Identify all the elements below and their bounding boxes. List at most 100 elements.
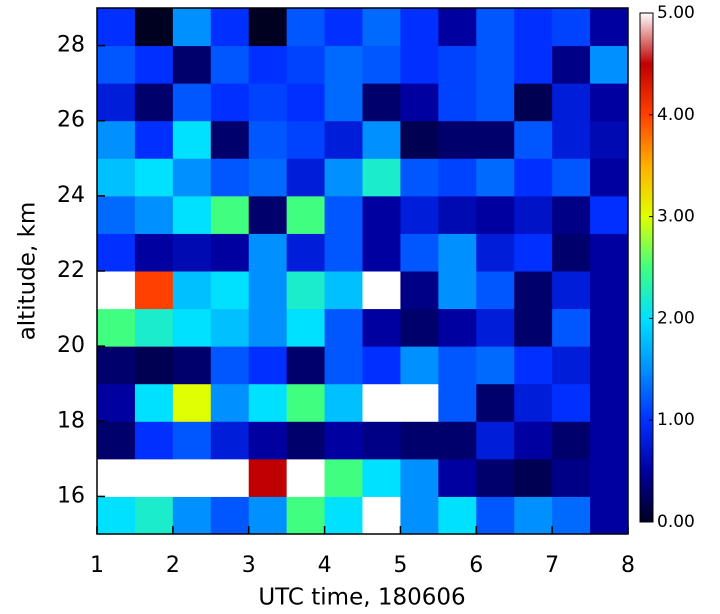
heatmap-cell	[97, 458, 136, 497]
heatmap-cell	[172, 271, 212, 310]
colorbar-tick-label: 1.00	[657, 410, 695, 430]
heatmap-cell	[476, 120, 515, 159]
heatmap-cell	[97, 346, 136, 385]
x-tick-label: 7	[545, 553, 559, 578]
heatmap-cell	[210, 346, 250, 385]
heatmap-cell	[324, 458, 363, 497]
heatmap-cell	[286, 383, 326, 422]
heatmap-cell	[362, 8, 401, 47]
heatmap-cell	[210, 8, 250, 47]
y-tick-label: 20	[57, 333, 85, 358]
heatmap-cell	[552, 195, 591, 234]
heatmap-cell	[210, 308, 250, 347]
heatmap-cell	[172, 195, 212, 234]
heatmap-cell	[514, 383, 553, 422]
heatmap-cell	[438, 421, 477, 460]
heatmap-cell	[552, 233, 591, 272]
heatmap-cell	[400, 158, 439, 197]
heatmap-cell	[476, 158, 515, 197]
x-tick-label: 1	[90, 553, 104, 578]
heatmap-cell	[362, 458, 401, 497]
heatmap-cell	[400, 83, 439, 122]
heatmap-cell	[248, 271, 288, 310]
heatmap-cell	[552, 383, 591, 422]
heatmap-cell	[476, 83, 515, 122]
x-tick-label: 3	[242, 553, 256, 578]
y-tick-label: 24	[57, 183, 85, 208]
colorbar-tick-label: 4.00	[657, 105, 695, 125]
heatmap-cell	[286, 195, 326, 234]
heatmap-cell	[134, 346, 174, 385]
heatmap-cell	[248, 346, 288, 385]
heatmap-cell	[172, 83, 212, 122]
heatmap-cell	[286, 458, 326, 497]
heatmap-cell	[134, 496, 174, 535]
heatmap-cell	[438, 195, 477, 234]
heatmap-cell	[514, 308, 553, 347]
heatmap-cell	[97, 383, 136, 422]
heatmap-cell	[286, 421, 326, 460]
heatmap-cell	[97, 120, 136, 159]
heatmap-cell	[324, 8, 363, 47]
heatmap-cell	[514, 421, 553, 460]
heatmap-cell	[476, 8, 515, 47]
heatmap-cell	[590, 195, 629, 234]
y-tick-label: 28	[57, 33, 85, 58]
heatmap-cell	[590, 308, 629, 347]
heatmap-cell	[172, 233, 212, 272]
heatmap-cell	[400, 458, 439, 497]
heatmap-cells	[97, 8, 629, 535]
heatmap-cell	[286, 45, 326, 84]
heatmap-cell	[400, 308, 439, 347]
heatmap-cell	[134, 8, 174, 47]
heatmap-cell	[514, 8, 553, 47]
heatmap-cell	[248, 45, 288, 84]
heatmap-cell	[362, 346, 401, 385]
heatmap-cell	[362, 308, 401, 347]
heatmap-cell	[476, 233, 515, 272]
heatmap-cell	[210, 421, 250, 460]
heatmap-cell	[97, 496, 136, 535]
heatmap-cell	[514, 458, 553, 497]
heatmap-cell	[514, 233, 553, 272]
heatmap-cell	[97, 308, 136, 347]
heatmap-cell	[134, 233, 174, 272]
heatmap-cell	[362, 383, 401, 422]
heatmap-cell	[552, 496, 591, 535]
heatmap-cell	[438, 45, 477, 84]
heatmap-cell	[134, 120, 174, 159]
heatmap-cell	[134, 383, 174, 422]
heatmap-cell	[514, 120, 553, 159]
heatmap-cell	[210, 120, 250, 159]
heatmap-cell	[248, 8, 288, 47]
heatmap-cell	[400, 45, 439, 84]
heatmap-cell	[400, 421, 439, 460]
heatmap-cell	[476, 346, 515, 385]
heatmap-cell	[362, 45, 401, 84]
heatmap-cell	[476, 383, 515, 422]
heatmap-cell	[134, 83, 174, 122]
heatmap-cell	[324, 308, 363, 347]
heatmap-cell	[552, 346, 591, 385]
heatmap-cell	[324, 195, 363, 234]
heatmap-cell	[248, 195, 288, 234]
heatmap-cell	[400, 346, 439, 385]
heatmap-cell	[400, 195, 439, 234]
heatmap-cell	[438, 83, 477, 122]
heatmap-cell	[362, 496, 401, 535]
y-tick-label: 26	[57, 108, 85, 133]
heatmap-cell	[324, 383, 363, 422]
heatmap-cell	[438, 346, 477, 385]
heatmap-cell	[362, 421, 401, 460]
heatmap-cell	[552, 8, 591, 47]
heatmap-cell	[400, 383, 439, 422]
heatmap-cell	[210, 458, 250, 497]
heatmap-cell	[248, 158, 288, 197]
heatmap-cell	[552, 158, 591, 197]
heatmap-cell	[514, 45, 553, 84]
heatmap-cell	[590, 233, 629, 272]
heatmap-cell	[438, 458, 477, 497]
heatmap-cell	[134, 271, 174, 310]
heatmap-cell	[134, 308, 174, 347]
heatmap-cell	[248, 421, 288, 460]
